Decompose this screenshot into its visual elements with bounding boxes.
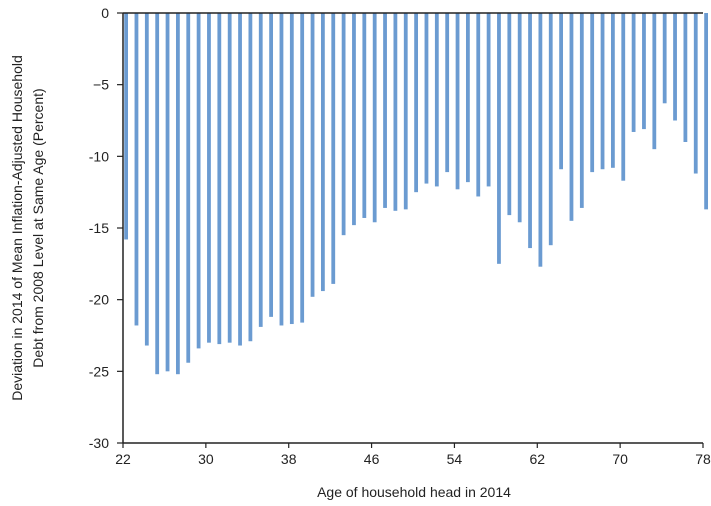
y-tick-label: -15: [89, 220, 109, 236]
bar-age-61: [528, 13, 532, 249]
bar-age-62: [538, 13, 543, 267]
x-tick-label: 46: [364, 451, 380, 467]
x-tick-label: 62: [529, 451, 545, 467]
x-tick-label: 22: [115, 451, 131, 467]
bar-age-36: [269, 13, 274, 317]
x-tick-label: 54: [447, 451, 463, 467]
bar-age-74: [662, 13, 667, 104]
bar-age-33: [238, 13, 242, 346]
bar-age-38: [289, 13, 294, 325]
x-axis-title: Age of household head in 2014: [317, 484, 511, 500]
y-tick-label: -25: [89, 363, 109, 379]
bar-age-63: [548, 13, 553, 246]
y-axis-title-line-1: Deviation in 2014 of Mean Inflation-Adju…: [9, 55, 25, 401]
x-tick-label: 38: [281, 451, 297, 467]
y-tick-label: −5: [93, 77, 109, 93]
bar-age-56: [476, 13, 481, 197]
y-tick-label: -30: [89, 435, 109, 451]
bar-age-76: [683, 13, 688, 142]
y-axis-title: Deviation in 2014 of Mean Inflation-Adju…: [9, 55, 46, 401]
bar-age-46: [372, 13, 377, 223]
bar-age-30: [207, 13, 211, 343]
bar-age-64: [559, 13, 564, 170]
bar-age-37: [279, 13, 284, 326]
x-tick-label: 30: [198, 451, 214, 467]
bar-age-59: [507, 13, 512, 216]
bar-age-66: [579, 13, 584, 208]
bar-age-39: [300, 13, 305, 323]
bar-age-48: [393, 13, 398, 211]
bar-age-22: [124, 13, 129, 240]
bar-age-44: [352, 13, 356, 226]
bar-age-69: [610, 13, 615, 168]
bar-age-28: [186, 13, 191, 363]
bar-age-60: [517, 13, 522, 223]
bar-age-47: [383, 13, 387, 208]
bar-age-65: [569, 13, 574, 221]
bars-group: [124, 13, 709, 375]
bar-age-78: [704, 13, 709, 210]
bar-age-50: [414, 13, 419, 193]
bar-age-67: [590, 13, 595, 173]
bar-age-53: [445, 13, 450, 173]
y-tick-label: -20: [89, 292, 109, 308]
bar-age-52: [434, 13, 439, 187]
x-tick-label: 70: [612, 451, 628, 467]
bar-age-31: [217, 13, 222, 345]
bar-age-71: [631, 13, 636, 132]
bar-age-73: [652, 13, 657, 150]
bar-age-43: [341, 13, 346, 236]
x-tick-label: 78: [695, 451, 711, 467]
y-tick-label: -10: [89, 148, 109, 164]
y-ticks-group: 0 −5 -10 -15 -20 -25 -30: [89, 5, 123, 451]
x-ticks-group: 22 30 38 46 54 62 70 78: [115, 443, 711, 467]
bar-age-24: [144, 13, 149, 346]
bar-age-57: [486, 13, 491, 187]
bar-age-45: [362, 13, 367, 218]
bar-age-42: [331, 13, 336, 284]
bar-age-29: [196, 13, 201, 349]
bar-age-72: [642, 13, 646, 130]
bar-age-23: [134, 13, 139, 326]
bar-age-26: [165, 13, 170, 372]
bar-age-25: [155, 13, 160, 375]
bar-age-40: [310, 13, 315, 297]
bar-age-77: [693, 13, 698, 174]
bar-age-49: [403, 13, 408, 210]
y-axis-title-line-2: Debt from 2008 Level at Same Age (Percen…: [30, 88, 46, 367]
bar-age-32: [227, 13, 232, 343]
bar-age-27: [175, 13, 180, 375]
y-tick-label: 0: [101, 5, 109, 21]
bar-age-75: [673, 13, 677, 121]
bar-age-41: [320, 13, 325, 292]
bar-age-35: [258, 13, 263, 327]
bar-age-34: [248, 13, 253, 342]
bar-age-68: [600, 13, 605, 170]
bar-age-58: [497, 13, 501, 264]
bar-age-70: [621, 13, 626, 181]
bar-age-51: [424, 13, 429, 184]
bar-age-55: [465, 13, 470, 183]
bar-age-54: [455, 13, 460, 190]
